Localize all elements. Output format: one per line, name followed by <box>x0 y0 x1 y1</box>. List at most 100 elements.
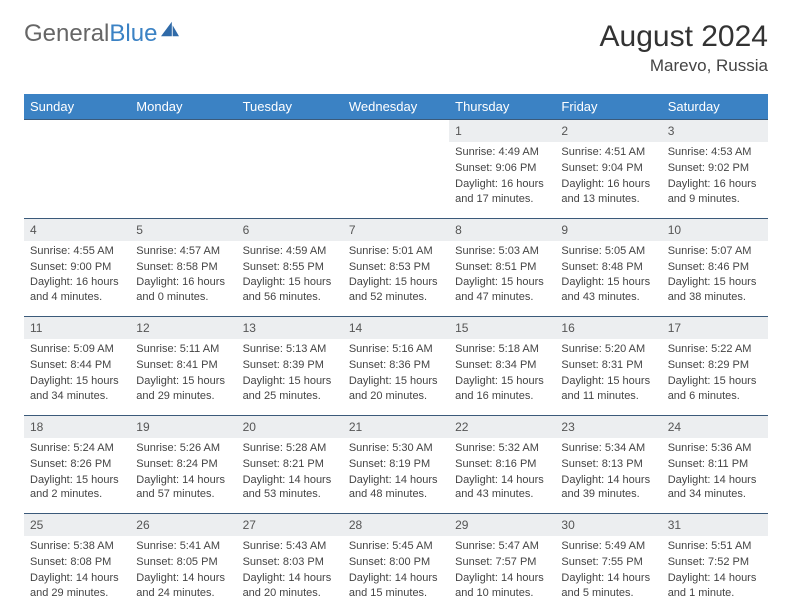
calendar-cell: 24Sunrise: 5:36 AMSunset: 8:11 PMDayligh… <box>662 415 768 514</box>
calendar-cell: 28Sunrise: 5:45 AMSunset: 8:00 PMDayligh… <box>343 514 449 612</box>
day-details: Sunrise: 4:53 AMSunset: 9:02 PMDaylight:… <box>662 142 768 217</box>
daylight-line: Daylight: 15 hours and 38 minutes. <box>668 275 762 305</box>
sunrise-line: Sunrise: 5:07 AM <box>668 244 762 259</box>
day-number: 4 <box>24 219 130 241</box>
sunset-line: Sunset: 8:29 PM <box>668 358 762 373</box>
sunrise-line: Sunrise: 5:05 AM <box>561 244 655 259</box>
sunrise-line: Sunrise: 5:45 AM <box>349 539 443 554</box>
sunrise-line: Sunrise: 4:49 AM <box>455 145 549 160</box>
day-number: 1 <box>449 120 555 142</box>
day-number: 10 <box>662 219 768 241</box>
day-details: Sunrise: 5:13 AMSunset: 8:39 PMDaylight:… <box>237 339 343 414</box>
calendar-week: 1Sunrise: 4:49 AMSunset: 9:06 PMDaylight… <box>24 120 768 219</box>
calendar-cell: 22Sunrise: 5:32 AMSunset: 8:16 PMDayligh… <box>449 415 555 514</box>
month-title: August 2024 <box>600 20 768 54</box>
calendar-cell: 29Sunrise: 5:47 AMSunset: 7:57 PMDayligh… <box>449 514 555 612</box>
daylight-line: Daylight: 16 hours and 9 minutes. <box>668 177 762 207</box>
daylight-line: Daylight: 14 hours and 24 minutes. <box>136 571 230 601</box>
sunset-line: Sunset: 8:53 PM <box>349 260 443 275</box>
daylight-line: Daylight: 15 hours and 2 minutes. <box>30 473 124 503</box>
daylight-line: Daylight: 14 hours and 29 minutes. <box>30 571 124 601</box>
calendar-cell: 23Sunrise: 5:34 AMSunset: 8:13 PMDayligh… <box>555 415 661 514</box>
day-details: Sunrise: 5:41 AMSunset: 8:05 PMDaylight:… <box>130 536 236 611</box>
sunrise-line: Sunrise: 5:24 AM <box>30 441 124 456</box>
calendar-cell <box>343 120 449 219</box>
day-details: Sunrise: 5:20 AMSunset: 8:31 PMDaylight:… <box>555 339 661 414</box>
day-details: Sunrise: 5:43 AMSunset: 8:03 PMDaylight:… <box>237 536 343 611</box>
day-details: Sunrise: 5:47 AMSunset: 7:57 PMDaylight:… <box>449 536 555 611</box>
calendar-cell: 30Sunrise: 5:49 AMSunset: 7:55 PMDayligh… <box>555 514 661 612</box>
sunset-line: Sunset: 8:19 PM <box>349 457 443 472</box>
sunrise-line: Sunrise: 5:09 AM <box>30 342 124 357</box>
sunrise-line: Sunrise: 5:01 AM <box>349 244 443 259</box>
day-number: 30 <box>555 514 661 536</box>
weekday-header: Monday <box>130 94 236 120</box>
daylight-line: Daylight: 15 hours and 43 minutes. <box>561 275 655 305</box>
day-number: 12 <box>130 317 236 339</box>
day-number: 22 <box>449 416 555 438</box>
day-number: 13 <box>237 317 343 339</box>
sunset-line: Sunset: 8:41 PM <box>136 358 230 373</box>
sunset-line: Sunset: 8:48 PM <box>561 260 655 275</box>
calendar-cell: 8Sunrise: 5:03 AMSunset: 8:51 PMDaylight… <box>449 218 555 317</box>
day-details: Sunrise: 5:16 AMSunset: 8:36 PMDaylight:… <box>343 339 449 414</box>
sunrise-line: Sunrise: 5:16 AM <box>349 342 443 357</box>
day-details: Sunrise: 5:45 AMSunset: 8:00 PMDaylight:… <box>343 536 449 611</box>
day-details: Sunrise: 5:11 AMSunset: 8:41 PMDaylight:… <box>130 339 236 414</box>
calendar-cell: 11Sunrise: 5:09 AMSunset: 8:44 PMDayligh… <box>24 317 130 416</box>
day-details: Sunrise: 5:34 AMSunset: 8:13 PMDaylight:… <box>555 438 661 513</box>
day-number <box>237 120 343 142</box>
day-number <box>24 120 130 142</box>
daylight-line: Daylight: 14 hours and 1 minute. <box>668 571 762 601</box>
daylight-line: Daylight: 14 hours and 20 minutes. <box>243 571 337 601</box>
day-details: Sunrise: 5:26 AMSunset: 8:24 PMDaylight:… <box>130 438 236 513</box>
calendar-cell: 20Sunrise: 5:28 AMSunset: 8:21 PMDayligh… <box>237 415 343 514</box>
day-number: 19 <box>130 416 236 438</box>
sunrise-line: Sunrise: 5:28 AM <box>243 441 337 456</box>
weekday-header: Thursday <box>449 94 555 120</box>
daylight-line: Daylight: 15 hours and 6 minutes. <box>668 374 762 404</box>
sunset-line: Sunset: 7:55 PM <box>561 555 655 570</box>
calendar-cell <box>237 120 343 219</box>
day-details <box>343 142 449 204</box>
daylight-line: Daylight: 14 hours and 43 minutes. <box>455 473 549 503</box>
daylight-line: Daylight: 14 hours and 39 minutes. <box>561 473 655 503</box>
day-details: Sunrise: 4:51 AMSunset: 9:04 PMDaylight:… <box>555 142 661 217</box>
day-details: Sunrise: 5:07 AMSunset: 8:46 PMDaylight:… <box>662 241 768 316</box>
day-details: Sunrise: 5:22 AMSunset: 8:29 PMDaylight:… <box>662 339 768 414</box>
calendar-cell: 25 Sunrise: 5:38 AMSunset: 8:08 PMDayligh… <box>24 514 130 612</box>
sunset-line: Sunset: 8:24 PM <box>136 457 230 472</box>
sunrise-line: Sunrise: 5:38 AM <box>30 539 124 554</box>
sunset-line: Sunset: 9:04 PM <box>561 161 655 176</box>
daylight-line: Daylight: 14 hours and 5 minutes. <box>561 571 655 601</box>
day-details <box>237 142 343 204</box>
sunrise-line: Sunrise: 5:18 AM <box>455 342 549 357</box>
daylight-line: Daylight: 14 hours and 53 minutes. <box>243 473 337 503</box>
day-number: 11 <box>24 317 130 339</box>
sunset-line: Sunset: 7:57 PM <box>455 555 549 570</box>
day-number: 24 <box>662 416 768 438</box>
header: GeneralBlue August 2024 Marevo, Russia <box>24 20 768 76</box>
day-number: 25 <box>24 514 130 536</box>
day-details: Sunrise: 4:59 AMSunset: 8:55 PMDaylight:… <box>237 241 343 316</box>
calendar-body: 1Sunrise: 4:49 AMSunset: 9:06 PMDaylight… <box>24 120 768 612</box>
calendar-cell: 4Sunrise: 4:55 AMSunset: 9:00 PMDaylight… <box>24 218 130 317</box>
calendar-cell: 3Sunrise: 4:53 AMSunset: 9:02 PMDaylight… <box>662 120 768 219</box>
sunset-line: Sunset: 9:02 PM <box>668 161 762 176</box>
sunrise-line: Sunrise: 5:41 AM <box>136 539 230 554</box>
day-number: 9 <box>555 219 661 241</box>
calendar-cell: 9 Sunrise: 5:05 AMSunset: 8:48 PMDaylight… <box>555 218 661 317</box>
daylight-line: Daylight: 16 hours and 4 minutes. <box>30 275 124 305</box>
daylight-line: Daylight: 14 hours and 10 minutes. <box>455 571 549 601</box>
sunrise-line: Sunrise: 5:43 AM <box>243 539 337 554</box>
day-number <box>343 120 449 142</box>
sunrise-line: Sunrise: 5:34 AM <box>561 441 655 456</box>
day-number: 17 <box>662 317 768 339</box>
daylight-line: Daylight: 15 hours and 56 minutes. <box>243 275 337 305</box>
sunset-line: Sunset: 8:08 PM <box>30 555 124 570</box>
calendar-cell: 1Sunrise: 4:49 AMSunset: 9:06 PMDaylight… <box>449 120 555 219</box>
daylight-line: Daylight: 14 hours and 57 minutes. <box>136 473 230 503</box>
sunset-line: Sunset: 8:31 PM <box>561 358 655 373</box>
location: Marevo, Russia <box>600 56 768 76</box>
day-details: Sunrise: 4:55 AMSunset: 9:00 PMDaylight:… <box>24 241 130 316</box>
